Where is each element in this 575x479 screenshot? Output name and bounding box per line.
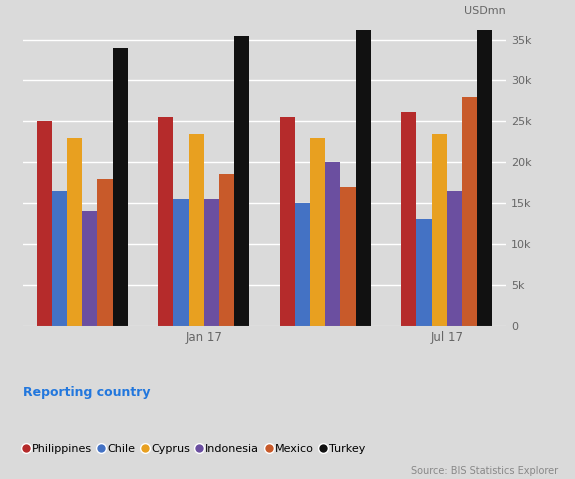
- Text: Reporting country: Reporting country: [23, 386, 151, 399]
- Bar: [173, 199, 189, 326]
- Bar: [310, 137, 325, 326]
- Bar: [432, 134, 447, 326]
- Bar: [97, 179, 113, 326]
- Legend: Philippines, Chile, Cyprus, Indonesia, Mexico, Turkey: Philippines, Chile, Cyprus, Indonesia, M…: [23, 445, 366, 454]
- Bar: [82, 211, 97, 326]
- Bar: [234, 35, 250, 326]
- Bar: [52, 191, 67, 326]
- Bar: [279, 117, 295, 326]
- Bar: [340, 187, 356, 326]
- Bar: [189, 134, 204, 326]
- Bar: [113, 48, 128, 326]
- Text: Source: BIS Statistics Explorer: Source: BIS Statistics Explorer: [411, 466, 558, 476]
- Bar: [67, 137, 82, 326]
- Bar: [158, 117, 173, 326]
- Bar: [325, 162, 340, 326]
- Bar: [219, 174, 234, 326]
- Bar: [447, 191, 462, 326]
- Text: USDmn: USDmn: [464, 6, 506, 16]
- Bar: [401, 112, 416, 326]
- Bar: [462, 97, 477, 326]
- Bar: [204, 199, 219, 326]
- Bar: [356, 30, 371, 326]
- Bar: [295, 203, 310, 326]
- Bar: [416, 219, 432, 326]
- Bar: [36, 121, 52, 326]
- Bar: [477, 30, 493, 326]
